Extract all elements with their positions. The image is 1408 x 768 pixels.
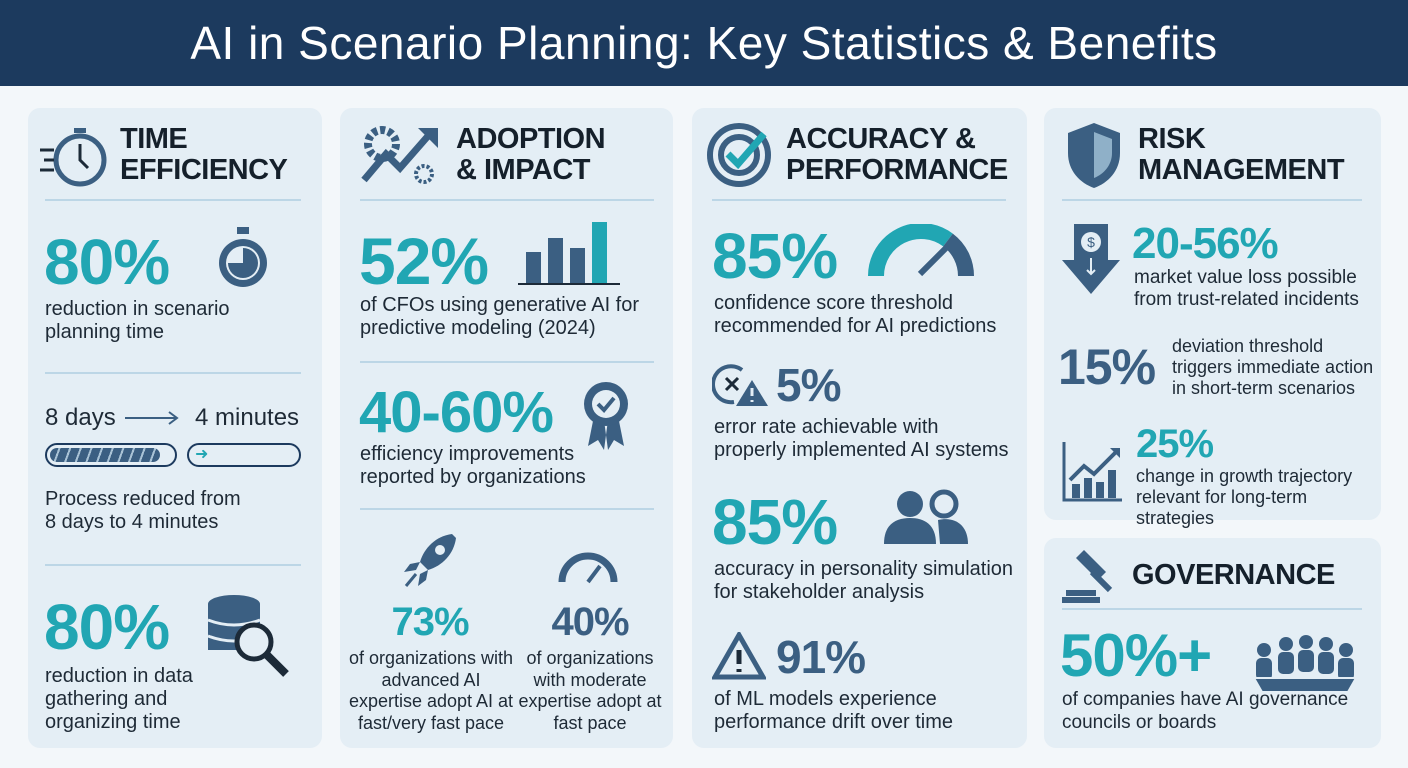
risk-stat-3: 25%	[1136, 422, 1214, 466]
divider	[45, 199, 301, 201]
accuracy-card	[692, 108, 1027, 748]
divider	[1062, 199, 1362, 201]
money-down-arrow-icon: $	[1062, 224, 1120, 294]
adoption-desc-2: efficiency improvements reported by orga…	[360, 443, 586, 488]
adoption-desc-3: of organizations with advanced AI expert…	[348, 648, 514, 733]
accuracy-desc-3: accuracy in personality simulation for s…	[714, 558, 1014, 603]
adoption-desc-1: of CFOs using generative AI for predicti…	[360, 294, 640, 339]
accuracy-desc-4: of ML models experience performance drif…	[714, 688, 953, 733]
header: AI in Scenario Planning: Key Statistics …	[0, 0, 1408, 86]
risk-desc-3: change in growth trajectory relevant for…	[1136, 466, 1353, 528]
time-desc-1: reduction in scenario planning time	[45, 298, 230, 343]
accuracy-stat-3: 85%	[712, 486, 838, 558]
boardroom-icon	[1252, 635, 1358, 693]
divider	[360, 361, 654, 363]
speedometer-icon	[558, 552, 618, 584]
time-stat-1: 80%	[44, 226, 170, 298]
time-process-desc: Process reduced from 8 days to 4 minutes	[45, 488, 241, 533]
database-search-icon	[207, 595, 289, 677]
adoption-title: ADOPTION & IMPACT	[456, 123, 606, 186]
stopwatch-speed-icon	[40, 128, 107, 187]
gauge-icon	[868, 224, 974, 277]
award-badge-icon	[584, 382, 628, 450]
divider	[360, 508, 654, 510]
page-title: AI in Scenario Planning: Key Statistics …	[190, 17, 1218, 69]
target-check-icon	[707, 123, 771, 187]
accuracy-stat-4: 91%	[776, 631, 866, 683]
error-warning-icon	[712, 364, 768, 406]
governance-stat: 50%+	[1060, 622, 1212, 689]
svg-text:$: $	[1087, 234, 1095, 250]
accuracy-desc-2: error rate achievable with properly impl…	[714, 416, 1009, 461]
accuracy-stat-1: 85%	[712, 220, 838, 292]
accuracy-desc-1: confidence score threshold recommended f…	[714, 292, 997, 337]
risk-stat-2: 15%	[1058, 339, 1156, 395]
adoption-stat-3: 73%	[391, 600, 469, 644]
time-stat-2: 80%	[44, 591, 170, 663]
warning-icon	[712, 632, 766, 680]
accuracy-stat-2: 5%	[776, 359, 841, 411]
time-title: TIME EFFICIENCY	[120, 123, 288, 186]
divider	[45, 564, 301, 566]
risk-stat-1: 20-56%	[1132, 219, 1279, 268]
people-icon	[884, 489, 968, 544]
progress-bar-before	[45, 443, 177, 467]
divider	[712, 199, 1006, 201]
adoption-desc-4: of organizations with moderate expertise…	[518, 648, 662, 733]
growth-chart-icon	[1062, 442, 1122, 502]
risk-desc-1: market value loss possible from trust-re…	[1134, 267, 1359, 310]
risk-title: RISK MANAGEMENT	[1138, 123, 1345, 186]
governance-desc: of companies have AI governance councils…	[1062, 689, 1349, 733]
progress-bar-after: ➜	[187, 443, 301, 467]
time-desc-2: reduction in data gathering and organizi…	[45, 665, 193, 733]
stopwatch-icon	[219, 227, 267, 287]
divider	[45, 372, 301, 374]
adoption-stat-4: 40%	[551, 600, 629, 644]
adoption-stat-1: 52%	[359, 224, 489, 298]
risk-desc-2: deviation threshold triggers immediate a…	[1172, 336, 1374, 398]
bar-chart-icon	[518, 222, 620, 285]
shield-icon	[1068, 123, 1120, 188]
divider	[360, 199, 654, 201]
time-to: 4 minutes	[195, 404, 300, 431]
adoption-stat-2: 40-60%	[359, 380, 554, 445]
gear-growth-icon	[361, 126, 438, 184]
rocket-icon	[404, 534, 456, 587]
accuracy-title: ACCURACY & PERFORMANCE	[786, 123, 1008, 186]
divider	[1062, 608, 1362, 610]
arrow-right-icon	[125, 411, 179, 425]
gavel-icon	[1062, 550, 1113, 603]
time-from: 8 days	[45, 404, 116, 431]
governance-title: GOVERNANCE	[1132, 559, 1335, 591]
